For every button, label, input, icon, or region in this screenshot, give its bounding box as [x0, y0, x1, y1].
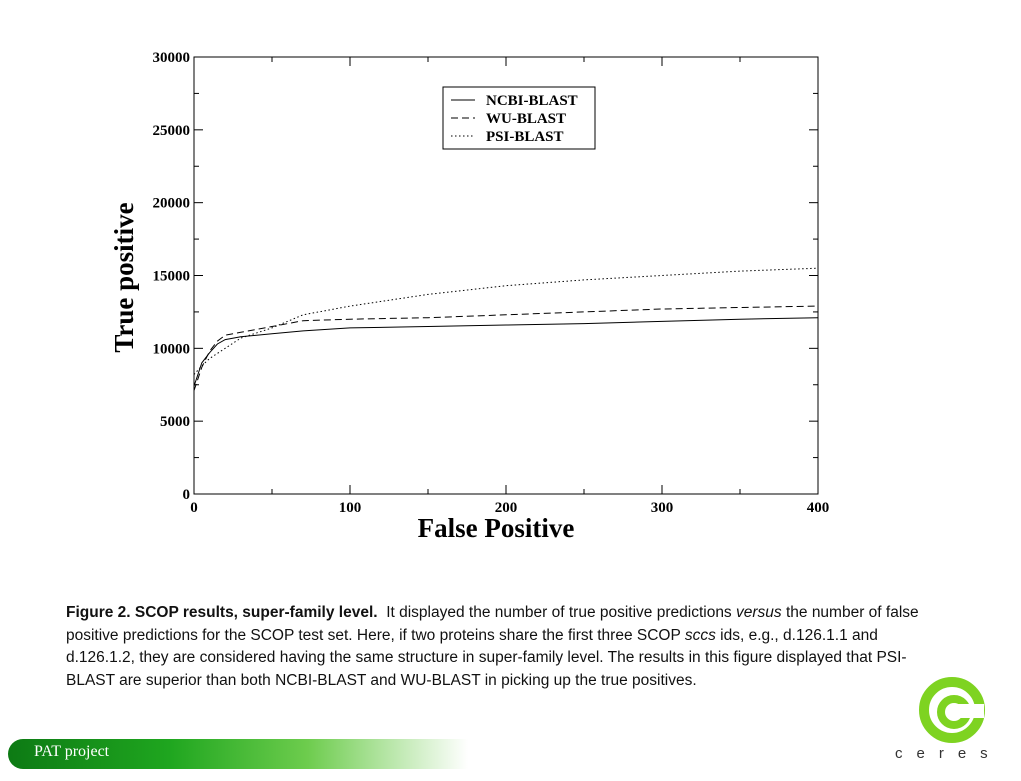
- caption-text-3: ids, e.g., d.126.1.1 and d.126.1.2, they…: [66, 626, 907, 689]
- caption-italic-sccs: sccs: [684, 626, 716, 644]
- series-lines: [193, 267, 819, 391]
- x-tick-label: 300: [651, 500, 674, 516]
- x-axis-title: False Positive: [418, 513, 575, 543]
- x-tick-label: 400: [807, 500, 830, 516]
- ceres-logo-icon: [919, 677, 985, 743]
- roc-chart: 0 100 200 300 400 0 5000 10000 15000 20000 25000 30…: [109, 50, 830, 543]
- footer-title: PAT project: [34, 743, 110, 760]
- y-tick-label: 5000: [160, 414, 190, 430]
- axis-ticks: 0 100 200 300 400 0 5000 10000 15000 20000 25000 30…: [153, 50, 830, 516]
- y-tick-label: 15000: [153, 269, 191, 285]
- y-tick-label: 0: [183, 487, 191, 503]
- x-tick-label: 200: [495, 500, 518, 516]
- legend-label: NCBI-BLAST: [486, 93, 578, 109]
- caption-italic-versus: versus: [736, 604, 782, 621]
- figure-caption: Figure 2. SCOP results, super-family lev…: [66, 602, 928, 692]
- y-tick-label: 10000: [153, 341, 191, 357]
- x-tick-label: 0: [190, 500, 198, 516]
- caption-text-1: It displayed the number of true positive…: [386, 604, 736, 621]
- legend-label: PSI-BLAST: [486, 129, 564, 145]
- y-tick-label: 25000: [153, 123, 191, 139]
- series-line-psi-blast: [193, 267, 819, 375]
- y-tick-label: 20000: [153, 196, 191, 212]
- legend: NCBI-BLAST WU-BLAST PSI-BLAST: [442, 86, 596, 150]
- series-line-wu-blast: [193, 305, 819, 391]
- caption-text-2: the number of false positive predictions…: [66, 604, 919, 644]
- footer-bar: [8, 739, 468, 769]
- series-line-ncbi-blast: [193, 317, 819, 387]
- legend-label: WU-BLAST: [486, 111, 566, 127]
- x-tick-label: 100: [339, 500, 362, 516]
- y-axis-title: True positive: [109, 202, 139, 352]
- brand-name: ceres: [895, 745, 1002, 762]
- y-tick-label: 30000: [153, 50, 191, 66]
- figure-label: Figure 2. SCOP results, super-family lev…: [66, 604, 378, 621]
